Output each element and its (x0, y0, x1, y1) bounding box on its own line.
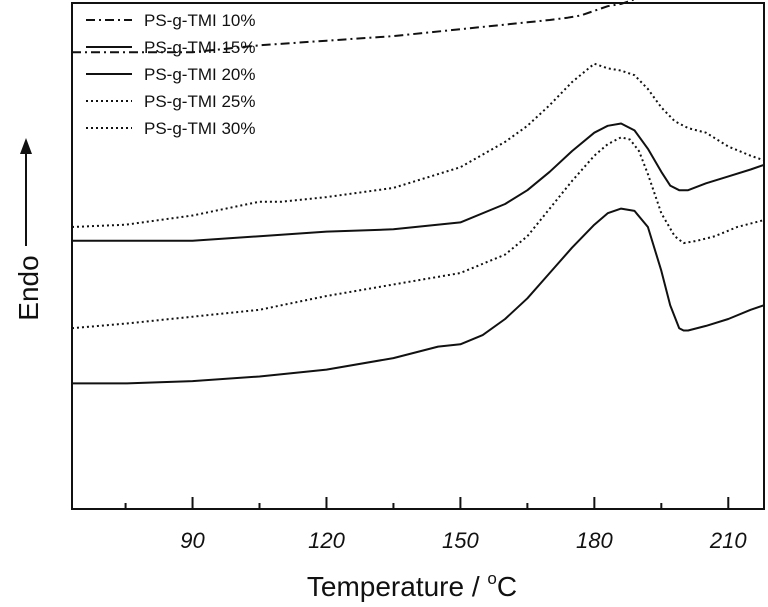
x-tick-label: 120 (308, 528, 345, 553)
series-line-3 (72, 209, 764, 384)
series-line-2 (72, 124, 764, 241)
x-axis-tick-labels: 90 120 150 180 210 (180, 528, 747, 553)
x-axis-ticks (126, 497, 729, 509)
series-line-5 (72, 137, 764, 328)
series-layer (72, 0, 764, 383)
y-axis-title: Endo (13, 255, 44, 320)
x-tick-label: 180 (576, 528, 613, 553)
legend-label: PS-g-TMI 20% (144, 65, 255, 84)
series-line-4 (72, 64, 764, 227)
legend-label: PS-g-TMI 15% (144, 38, 255, 57)
x-tick-label: 90 (180, 528, 205, 553)
legend-label: PS-g-TMI 25% (144, 92, 255, 111)
x-tick-label: 150 (442, 528, 479, 553)
x-axis-title: Temperature / oC (307, 569, 517, 602)
legend-label: PS-g-TMI 30% (144, 119, 255, 138)
y-axis-label-group: Endo (13, 138, 44, 321)
legend: PS-g-TMI 10% PS-g-TMI 15% PS-g-TMI 20% PS-g… (86, 11, 255, 138)
endo-direction-arrow-icon (20, 138, 32, 154)
chart: 90120150180210 PS-g-TMI 10%PS-g-TMI 15%P… (0, 0, 768, 607)
legend-label: PS-g-TMI 10% (144, 11, 255, 30)
x-tick-label: 210 (709, 528, 747, 553)
